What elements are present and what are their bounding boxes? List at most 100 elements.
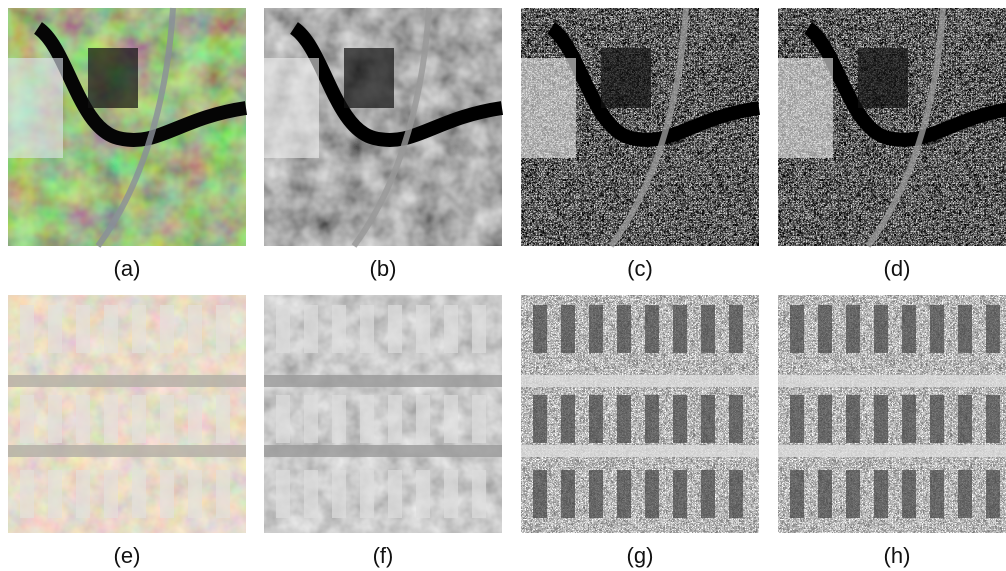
building xyxy=(561,470,575,518)
building xyxy=(132,395,146,443)
image-panel xyxy=(521,8,759,246)
building xyxy=(874,470,888,518)
building xyxy=(104,395,118,443)
building xyxy=(444,305,458,353)
building xyxy=(20,395,34,443)
building xyxy=(444,470,458,518)
panel-label: (e) xyxy=(114,543,141,568)
building xyxy=(729,395,743,443)
building xyxy=(818,305,832,353)
road xyxy=(264,445,502,457)
building xyxy=(902,470,916,518)
building xyxy=(729,470,743,518)
field xyxy=(858,48,908,108)
figure: (a)(b)(c)(d)(e)(f)(g)(h) xyxy=(0,0,1006,571)
building xyxy=(818,470,832,518)
building xyxy=(561,395,575,443)
building xyxy=(874,305,888,353)
image-texture xyxy=(264,295,502,533)
building xyxy=(48,470,62,518)
building xyxy=(645,395,659,443)
building xyxy=(388,395,402,443)
building xyxy=(360,305,374,353)
building xyxy=(160,395,174,443)
panel-label: (c) xyxy=(627,256,653,281)
building xyxy=(160,305,174,353)
building xyxy=(986,305,1000,353)
built-area xyxy=(521,58,576,158)
building xyxy=(958,395,972,443)
building xyxy=(388,305,402,353)
building xyxy=(472,395,486,443)
road xyxy=(521,445,759,457)
image-panel xyxy=(8,8,246,246)
building xyxy=(472,305,486,353)
building xyxy=(986,395,1000,443)
building xyxy=(589,470,603,518)
panel-label: (d) xyxy=(884,256,911,281)
road xyxy=(264,375,502,387)
building xyxy=(304,470,318,518)
road xyxy=(778,375,1006,387)
building xyxy=(701,305,715,353)
building xyxy=(874,395,888,443)
building xyxy=(930,470,944,518)
building xyxy=(790,395,804,443)
built-area xyxy=(8,58,63,158)
building xyxy=(818,395,832,443)
building xyxy=(930,395,944,443)
building xyxy=(790,305,804,353)
building xyxy=(958,305,972,353)
panel-label: (f) xyxy=(373,543,394,568)
building xyxy=(216,305,230,353)
building xyxy=(188,470,202,518)
building xyxy=(76,395,90,443)
image-panel xyxy=(264,8,502,246)
building xyxy=(673,470,687,518)
building xyxy=(332,395,346,443)
building xyxy=(20,305,34,353)
building xyxy=(360,395,374,443)
image-texture xyxy=(521,295,759,533)
building xyxy=(701,470,715,518)
road xyxy=(8,375,246,387)
building xyxy=(48,305,62,353)
building xyxy=(930,305,944,353)
building xyxy=(304,395,318,443)
image-panel xyxy=(8,295,246,533)
building xyxy=(533,395,547,443)
building xyxy=(160,470,174,518)
building xyxy=(645,470,659,518)
building xyxy=(360,470,374,518)
panel-label: (g) xyxy=(627,543,654,568)
building xyxy=(104,470,118,518)
image-panel xyxy=(778,295,1006,533)
building xyxy=(216,470,230,518)
building xyxy=(444,395,458,443)
building xyxy=(276,305,290,353)
building xyxy=(958,470,972,518)
building xyxy=(332,305,346,353)
building xyxy=(673,395,687,443)
panel-label: (h) xyxy=(884,543,911,568)
building xyxy=(132,305,146,353)
building xyxy=(104,305,118,353)
building xyxy=(472,470,486,518)
road xyxy=(8,445,246,457)
building xyxy=(846,470,860,518)
building xyxy=(533,305,547,353)
building xyxy=(416,470,430,518)
building xyxy=(589,395,603,443)
building xyxy=(388,470,402,518)
building xyxy=(533,470,547,518)
field xyxy=(601,48,651,108)
building xyxy=(729,305,743,353)
image-panel xyxy=(778,8,1006,246)
building xyxy=(276,470,290,518)
page: (a)(b)(c)(d)(e)(f)(g)(h) (() => { const … xyxy=(0,0,1006,571)
building xyxy=(902,305,916,353)
building xyxy=(276,395,290,443)
field xyxy=(344,48,394,108)
panel-label: (a) xyxy=(114,256,141,281)
building xyxy=(986,470,1000,518)
